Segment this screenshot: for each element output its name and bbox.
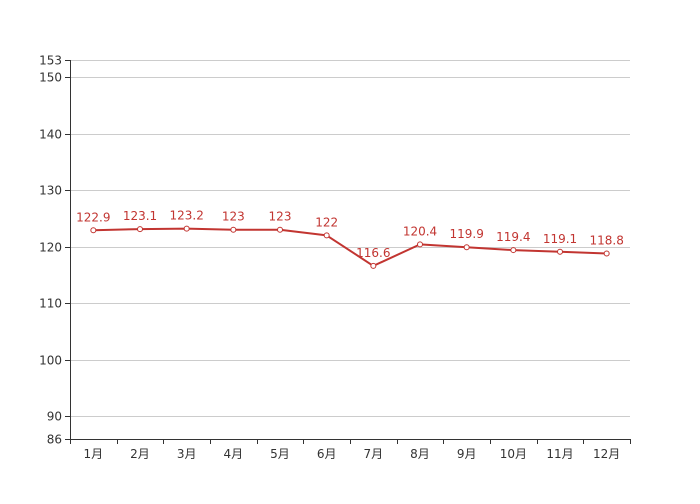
- data-label: 116.6: [356, 246, 390, 260]
- data-point: [463, 244, 470, 251]
- x-tick-label: 8月: [410, 447, 430, 461]
- gridlines: [70, 60, 630, 417]
- data-label: 120.4: [403, 224, 437, 238]
- data-point: [230, 226, 237, 233]
- x-tick-label: 6月: [317, 447, 337, 461]
- data-label: 122: [315, 215, 338, 229]
- y-tick-label: 153: [39, 54, 62, 68]
- data-label: 123.1: [123, 209, 157, 223]
- y-tick-label: 130: [39, 184, 62, 198]
- data-point: [557, 248, 563, 255]
- data-point: [323, 232, 330, 239]
- data-point: [603, 250, 610, 257]
- series-line-layer: [90, 225, 610, 269]
- y-tick-label: 100: [39, 354, 62, 368]
- data-label: 119.9: [449, 227, 483, 241]
- x-tick-label: 2月: [130, 447, 150, 461]
- axes: 86 90 100 110 120 130 140 150 153 1月 2月 3月 4月 5月 6月 7月 8…: [39, 54, 631, 461]
- x-tick-label: 5月: [270, 447, 290, 461]
- y-tick-label: 90: [47, 410, 62, 424]
- x-tick-label: 12月: [593, 447, 620, 461]
- x-tick-label: 3月: [177, 447, 197, 461]
- y-tick-label: 86: [47, 433, 62, 447]
- x-tick-label: 7月: [364, 447, 384, 461]
- data-point: [137, 226, 143, 233]
- data-point: [417, 241, 423, 248]
- data-label: 118.8: [589, 233, 623, 247]
- y-tick-label: 140: [39, 128, 62, 142]
- x-tick-label: 9月: [457, 447, 477, 461]
- x-tick-label: 11月: [546, 447, 573, 461]
- x-tick-label: 10月: [500, 447, 527, 461]
- y-tick-label: 110: [39, 297, 62, 311]
- data-label: 123: [222, 210, 245, 224]
- data-point: [510, 247, 517, 254]
- data-label: 123: [269, 210, 292, 224]
- data-labels: 122.9 123.1 123.2 123 123 122 116.6 120.4 119.9 1…: [76, 209, 624, 260]
- y-tick-label: 150: [39, 71, 62, 85]
- data-label: 123.2: [169, 209, 203, 223]
- data-label: 119.1: [543, 232, 577, 246]
- data-point: [183, 225, 190, 232]
- data-label: 119.4: [496, 230, 530, 244]
- data-point: [277, 226, 283, 233]
- x-tick-label: 4月: [224, 447, 244, 461]
- data-point: [90, 227, 97, 234]
- series-line: [93, 227, 607, 267]
- x-tick-label: 1月: [84, 447, 104, 461]
- data-point: [370, 262, 377, 269]
- y-tick-label: 120: [39, 241, 62, 255]
- data-label: 122.9: [76, 210, 110, 224]
